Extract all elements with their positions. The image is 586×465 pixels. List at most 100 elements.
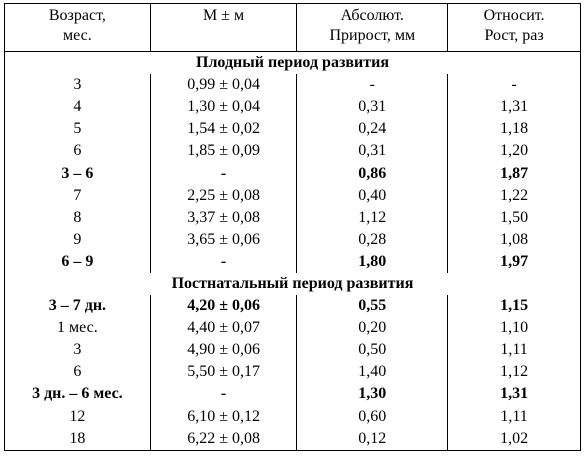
header-line: Возраст, bbox=[48, 7, 106, 24]
table-cell: 1,30 ± 0,04 bbox=[149, 96, 297, 119]
table-row: 4 1,30 ± 0,04 0,31 1,31 bbox=[5, 96, 581, 119]
table-cell: 1,18 bbox=[447, 118, 581, 141]
table-row: 9 3,65 ± 0,06 0,28 1,08 bbox=[5, 228, 581, 251]
table-cell: 1,22 bbox=[447, 184, 581, 207]
table-row: 3 0,99 ± 0,04- - bbox=[5, 74, 581, 97]
table-cell: 0,50 bbox=[296, 339, 448, 362]
table-row: 7 2,25 ± 0,08 0,40 1,22 bbox=[5, 184, 581, 207]
table-cell: 6,10 ± 0,12 bbox=[149, 405, 297, 428]
header-line: Рост, раз bbox=[484, 27, 544, 44]
header-cell: М ± м bbox=[150, 3, 298, 52]
header-line: мес. bbox=[63, 27, 92, 44]
table-cell: 1,15 bbox=[447, 295, 581, 318]
table-cell: 1,11 bbox=[447, 339, 581, 362]
table-cell: 3 bbox=[73, 76, 82, 94]
table-cell: 3 bbox=[73, 341, 82, 359]
table-cell: 3 – 6 bbox=[61, 164, 94, 182]
table-cell: 1,11 bbox=[447, 405, 581, 428]
section-row: Постнатальный период развития bbox=[5, 273, 581, 295]
table-cell: 1,40 bbox=[296, 361, 448, 384]
header-line: Абсолют. bbox=[340, 7, 404, 24]
header-row: Возраст, мес. М ± м Абсолют. Прирост, мм Отно… bbox=[4, 3, 581, 52]
table-cell: 0,24 bbox=[296, 118, 448, 141]
table-cell: 1,31 bbox=[447, 96, 581, 119]
table-cell: 1,87 bbox=[447, 162, 581, 185]
table-row: 3 дн. – 6 мес. -1,30 1,31 bbox=[5, 383, 581, 406]
table-cell: 2,25 ± 0,08 bbox=[149, 184, 297, 207]
table-cell: 0,31 bbox=[296, 96, 448, 119]
section-row: Плодный период развития bbox=[5, 52, 581, 75]
table-cell: - bbox=[447, 74, 581, 97]
header-line: Прирост, мм bbox=[329, 27, 416, 44]
table-cell: 4,20 ± 0,06 bbox=[149, 295, 297, 318]
table-cell: 0,28 bbox=[296, 228, 448, 251]
table-cell: 1,02 bbox=[447, 427, 581, 451]
table-cell: 1,97 bbox=[447, 250, 581, 273]
table-cell: - bbox=[296, 74, 448, 97]
table-cell: 4,90 ± 0,06 bbox=[149, 339, 297, 362]
table-cell: 7 bbox=[73, 186, 82, 204]
table-cell: 3 – 7 дн. bbox=[48, 297, 107, 315]
table-row: 3 – 7 дн. 4,20 ± 0,06 0,55 1,15 bbox=[5, 295, 581, 318]
table-cell: 5 bbox=[73, 120, 82, 138]
header-cell: Относит. Рост, раз bbox=[447, 3, 581, 52]
table-cell: 0,60 bbox=[296, 405, 448, 428]
table-cell: - bbox=[149, 383, 297, 406]
table-row: 3 4,90 ± 0,06 0,50 1,11 bbox=[5, 339, 581, 362]
table-cell: 0,20 bbox=[296, 317, 448, 340]
table-cell: 1,30 bbox=[296, 383, 448, 406]
table-cell: 3,65 ± 0,06 bbox=[149, 228, 297, 251]
table-cell: 1,54 ± 0,02 bbox=[149, 118, 297, 141]
table-cell: 1,31 bbox=[447, 383, 581, 406]
table-cell: 8 bbox=[73, 208, 82, 226]
table-cell: 6 – 9 bbox=[61, 252, 94, 270]
table-row: 8 3,37 ± 0,08 1,12 1,50 bbox=[5, 206, 581, 229]
table-cell: 1,80 bbox=[296, 250, 448, 273]
table-cell: 12 bbox=[69, 407, 86, 425]
table-row: 6 1,85 ± 0,09 0,31 1,20 bbox=[5, 140, 581, 163]
table-row: 6 5,50 ± 0,17 1,40 1,12 bbox=[5, 361, 581, 384]
table-cell: 1 мес. bbox=[57, 319, 98, 337]
table-cell: 1,50 bbox=[447, 206, 581, 229]
table-row: 6 – 9 -1,80 1,97 bbox=[5, 250, 581, 273]
table-cell: 3,37 ± 0,08 bbox=[149, 206, 297, 229]
table-cell: 4,40 ± 0,07 bbox=[149, 317, 297, 340]
table-cell: 0,31 bbox=[296, 140, 448, 163]
table-cell: 0,99 ± 0,04 bbox=[149, 74, 297, 97]
table-cell: 18 bbox=[69, 429, 86, 447]
table-row: 3 – 6 -0,86 1,87 bbox=[5, 162, 581, 185]
table-cell: 6 bbox=[73, 363, 82, 381]
data-table: Возраст, мес. М ± м Абсолют. Прирост, мм Отно… bbox=[4, 3, 581, 451]
table-cell: 1,08 bbox=[447, 228, 581, 251]
table-cell: 1,85 ± 0,09 bbox=[149, 140, 297, 163]
header-line: Относит. bbox=[483, 7, 545, 24]
table-cell: 0,55 bbox=[296, 295, 448, 318]
table-row: 12 6,10 ± 0,12 0,60 1,11 bbox=[5, 405, 581, 428]
table-cell: 6 bbox=[73, 142, 82, 160]
table-cell: - bbox=[149, 162, 297, 185]
header-cell: Возраст, мес. bbox=[4, 3, 151, 52]
header-line: М ± м bbox=[203, 7, 245, 24]
table-row: 1 мес. 4,40 ± 0,07 0,20 1,10 bbox=[5, 317, 581, 340]
table-cell: 6,22 ± 0,08 bbox=[149, 427, 297, 451]
table-cell: - bbox=[149, 250, 297, 273]
table-row: 18 6,22 ± 0,08 0,12 1,02 bbox=[5, 427, 581, 451]
section-title: Постнатальный период развития bbox=[171, 274, 414, 292]
table-cell: 1,12 bbox=[296, 206, 448, 229]
table-cell: 5,50 ± 0,17 bbox=[149, 361, 297, 384]
table-cell: 0,40 bbox=[296, 184, 448, 207]
table-cell: 3 дн. – 6 мес. bbox=[32, 385, 123, 403]
table-row: 5 1,54 ± 0,02 0,24 1,18 bbox=[5, 118, 581, 141]
section-title: Плодный период развития bbox=[196, 54, 389, 72]
table-cell: 1,12 bbox=[447, 361, 581, 384]
table-cell: 4 bbox=[73, 98, 82, 116]
table-cell: 0,12 bbox=[296, 427, 448, 451]
table-cell: 1,20 bbox=[447, 140, 581, 163]
header-cell: Абсолют. Прирост, мм bbox=[296, 3, 449, 52]
table-cell: 0,86 bbox=[296, 162, 448, 185]
table-cell: 1,10 bbox=[447, 317, 581, 340]
table-body: Плодный период развития 3 0,99 ± 0,04- -4 1,… bbox=[5, 52, 581, 451]
table-cell: 9 bbox=[73, 230, 82, 248]
table-header: Возраст, мес. М ± м Абсолют. Прирост, мм Отно… bbox=[4, 3, 581, 52]
